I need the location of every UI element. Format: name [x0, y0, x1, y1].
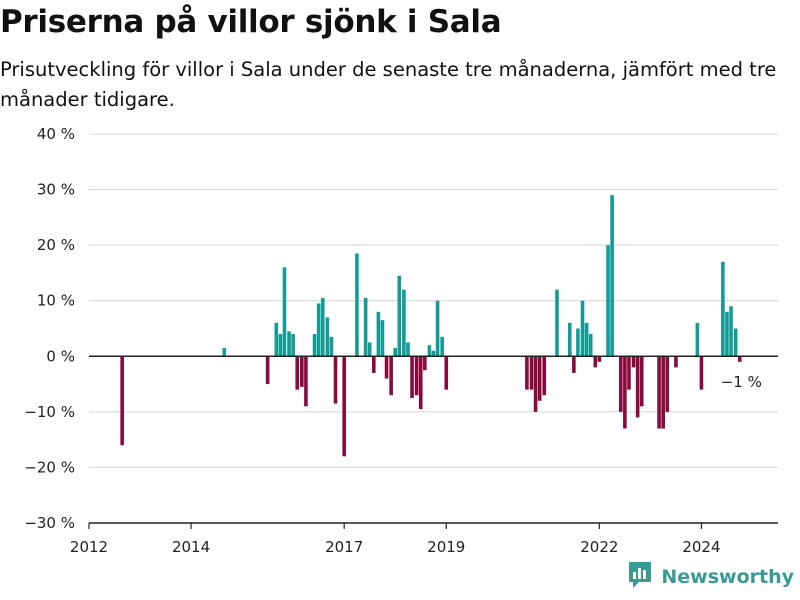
bar	[282, 267, 287, 357]
newsworthy-logo-icon	[627, 560, 653, 594]
bars	[120, 195, 742, 457]
y-tick-label: −30 %	[24, 514, 75, 532]
bar	[414, 356, 419, 396]
bar	[325, 317, 330, 357]
bar	[631, 356, 636, 368]
bar	[729, 306, 733, 357]
bar	[529, 356, 534, 390]
bar	[699, 356, 704, 390]
grid-lines	[89, 133, 778, 468]
bar	[397, 275, 402, 357]
bar	[572, 356, 576, 373]
y-tick-label: −20 %	[24, 458, 75, 476]
x-tick-label: 2022	[580, 538, 618, 556]
bar	[410, 356, 414, 398]
bar	[389, 356, 393, 396]
bar	[423, 356, 427, 371]
bar	[444, 356, 449, 390]
bar	[623, 356, 627, 429]
bar	[376, 311, 381, 357]
bar	[593, 356, 598, 368]
bar	[555, 289, 559, 357]
bar	[406, 342, 410, 357]
bar	[320, 297, 325, 357]
bar	[287, 331, 291, 357]
bar	[371, 356, 376, 373]
x-tick-label: 2017	[325, 538, 363, 556]
bar	[367, 342, 372, 357]
x-tick-label: 2019	[427, 538, 465, 556]
axes	[88, 355, 778, 529]
chart-title: Priserna på villor sjönk i Sala	[0, 4, 502, 40]
bar	[674, 356, 678, 368]
bar	[627, 356, 631, 390]
bar	[393, 347, 398, 357]
bar	[427, 345, 432, 357]
bar	[295, 356, 300, 390]
brand-logo: Newsworthy	[627, 560, 794, 594]
bar	[431, 350, 436, 357]
bar	[542, 356, 547, 396]
bar	[222, 347, 227, 357]
bar	[525, 356, 529, 390]
bar	[120, 356, 124, 446]
bar	[657, 356, 661, 429]
bar	[695, 322, 700, 357]
bar	[665, 356, 670, 412]
bar	[533, 356, 538, 412]
bar	[316, 303, 321, 357]
bar	[567, 322, 572, 357]
x-tick-label: 2012	[70, 538, 108, 556]
bar	[576, 328, 580, 357]
bar	[265, 356, 270, 385]
y-tick-label: 30 %	[37, 181, 75, 199]
y-tick-label: 0 %	[46, 347, 75, 365]
bar	[597, 356, 602, 362]
bar	[300, 356, 304, 387]
bar	[440, 336, 444, 357]
bar	[733, 328, 738, 357]
bar	[610, 195, 614, 357]
bar	[304, 356, 308, 407]
bar	[537, 356, 542, 401]
labels: 40 % 30 % 20 % 10 % 0 % −10 % −20 % −30 % 2012 20…	[24, 125, 762, 556]
bar	[402, 289, 406, 357]
bar	[342, 356, 346, 457]
y-tick-label: 40 %	[37, 125, 75, 143]
bar	[329, 336, 334, 357]
bar	[721, 261, 725, 357]
bar	[380, 320, 385, 357]
bar	[635, 356, 640, 418]
bar	[384, 356, 389, 379]
y-tick-label: −10 %	[24, 403, 75, 421]
chart-subtitle: Prisutveckling för villor i Sala under d…	[0, 58, 777, 111]
bar	[333, 356, 338, 404]
bar	[588, 334, 593, 357]
bar	[274, 322, 279, 357]
bar	[355, 253, 359, 357]
brand-name: Newsworthy	[661, 566, 794, 588]
bar	[363, 297, 368, 357]
bar	[606, 245, 610, 357]
bar	[584, 322, 589, 357]
bar	[312, 334, 317, 357]
y-tick-label: 20 %	[37, 236, 75, 254]
bar	[278, 334, 283, 357]
bar	[619, 356, 623, 412]
bar	[435, 300, 440, 357]
y-tick-label: 10 %	[37, 292, 75, 310]
bar	[291, 334, 295, 357]
x-tick-label: 2014	[172, 538, 210, 556]
bar	[725, 311, 729, 357]
bar	[661, 356, 665, 429]
last-value-annotation: −1 %	[721, 373, 762, 391]
bar	[639, 356, 644, 407]
x-tick-label: 2024	[682, 538, 720, 556]
bar	[418, 356, 423, 410]
bar	[737, 356, 742, 362]
bar	[580, 300, 585, 357]
